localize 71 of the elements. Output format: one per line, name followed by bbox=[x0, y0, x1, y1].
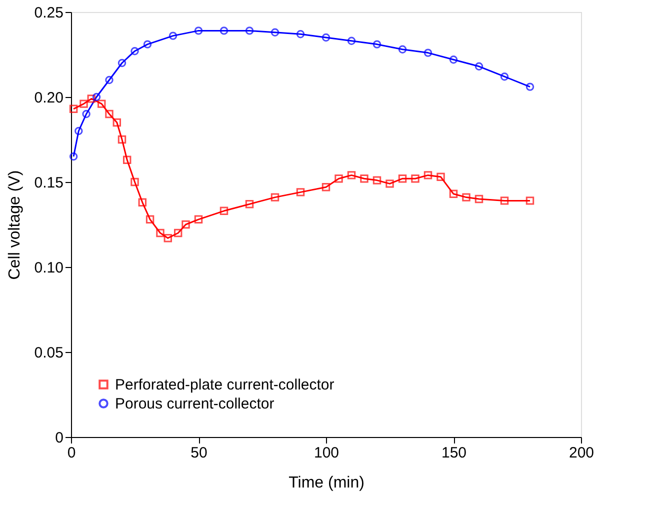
point bbox=[194, 215, 203, 224]
point bbox=[500, 196, 509, 205]
y-tick-label: 0.05 bbox=[34, 344, 64, 362]
x-tick-label: 150 bbox=[441, 444, 467, 462]
point bbox=[360, 174, 368, 183]
point bbox=[296, 30, 305, 38]
point bbox=[500, 72, 509, 81]
point bbox=[245, 26, 254, 35]
point bbox=[347, 36, 356, 45]
point bbox=[372, 40, 382, 48]
point bbox=[474, 194, 484, 204]
point bbox=[143, 40, 152, 48]
point bbox=[424, 171, 432, 180]
point bbox=[138, 198, 147, 207]
x-tick-label: 100 bbox=[314, 444, 340, 462]
point bbox=[105, 110, 114, 118]
point bbox=[220, 26, 228, 35]
point bbox=[105, 76, 114, 84]
legend-label: Perforated-plate current-collector bbox=[115, 376, 334, 394]
point bbox=[130, 47, 139, 56]
point bbox=[398, 45, 407, 54]
y-tick-label: 0.20 bbox=[34, 90, 64, 106]
point bbox=[97, 100, 106, 108]
point bbox=[334, 174, 343, 183]
point bbox=[386, 180, 394, 188]
point bbox=[322, 182, 330, 192]
y-axis-title: Cell voltage (V) bbox=[6, 170, 24, 280]
point bbox=[462, 193, 470, 202]
point bbox=[146, 215, 154, 224]
point bbox=[194, 26, 203, 35]
point bbox=[130, 178, 139, 186]
point bbox=[474, 62, 484, 70]
point bbox=[220, 206, 228, 216]
point bbox=[80, 100, 88, 108]
point bbox=[322, 33, 330, 42]
point bbox=[122, 156, 132, 164]
point bbox=[449, 56, 458, 64]
point bbox=[398, 174, 407, 183]
point bbox=[182, 220, 190, 229]
point bbox=[92, 92, 101, 102]
y-tick-label: 0.10 bbox=[34, 260, 64, 276]
point bbox=[347, 171, 356, 180]
point bbox=[270, 28, 280, 36]
x-tick-label: 0 bbox=[67, 444, 76, 462]
point bbox=[526, 196, 534, 205]
point bbox=[372, 176, 382, 184]
point bbox=[74, 126, 83, 136]
y-tick-label: 0.15 bbox=[34, 174, 64, 192]
y-tick-label: 0 bbox=[55, 430, 64, 446]
point bbox=[87, 94, 96, 103]
point bbox=[296, 188, 305, 196]
point bbox=[112, 118, 122, 127]
point bbox=[164, 234, 172, 242]
point bbox=[424, 48, 432, 57]
point bbox=[245, 200, 254, 208]
y-tick-label: 0.25 bbox=[34, 4, 64, 22]
x-tick-label: 200 bbox=[568, 444, 594, 462]
point bbox=[168, 32, 178, 40]
x-tick-label: 50 bbox=[190, 444, 208, 462]
point bbox=[411, 174, 420, 183]
point bbox=[270, 193, 280, 202]
x-axis-title: Time (min) bbox=[288, 474, 364, 492]
point bbox=[174, 228, 182, 238]
point bbox=[118, 58, 126, 68]
point bbox=[449, 190, 458, 198]
point bbox=[118, 135, 126, 144]
point bbox=[436, 172, 445, 182]
point bbox=[69, 104, 78, 114]
point bbox=[82, 110, 90, 118]
point bbox=[156, 228, 164, 238]
legend-label: Porous current-collector bbox=[115, 396, 274, 412]
